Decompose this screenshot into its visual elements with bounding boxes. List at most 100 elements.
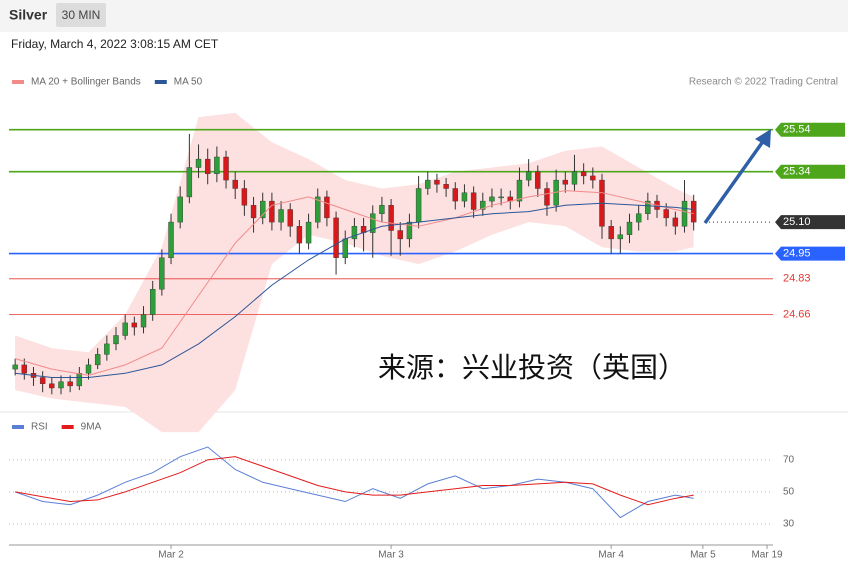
candle-body (205, 158, 211, 175)
x-tick-label: Mar 4 (598, 550, 624, 561)
legend-label: MA 50 (174, 77, 203, 88)
level-label: 25.10 (783, 216, 811, 228)
timeframe[interactable]: 30 MIN (62, 8, 101, 22)
level-label-box (775, 215, 845, 230)
candle-body (470, 192, 477, 210)
candle-body (12, 364, 18, 370)
candle-body (461, 192, 468, 202)
level-label: 24.95 (783, 248, 811, 260)
candle-body (67, 381, 73, 387)
candle-body (434, 179, 440, 185)
x-tick-label: Mar 3 (378, 550, 404, 561)
x-tick-label: Mar 5 (690, 550, 716, 561)
candle-body (39, 377, 46, 385)
candle-body (315, 196, 321, 223)
candle-body (645, 200, 651, 214)
candle-body (131, 322, 138, 328)
ma-line (15, 202, 694, 378)
candle-body (260, 200, 266, 219)
level-label-box (775, 246, 845, 261)
candle-body (617, 234, 624, 240)
level-label-box (775, 164, 845, 179)
candle-body (149, 289, 156, 315)
candle-body (480, 200, 486, 210)
candle-body (415, 188, 422, 223)
candle-body (241, 188, 248, 206)
header-bar (0, 0, 848, 32)
legend-label: 9MA (81, 422, 102, 433)
bollinger-band (15, 112, 694, 433)
candle-body (269, 200, 275, 223)
legend-swatch (154, 80, 167, 84)
candle-body (397, 230, 403, 240)
legend-swatch (61, 425, 74, 429)
candle-body (195, 158, 202, 168)
candle-body (379, 205, 385, 214)
candle-body (608, 226, 614, 240)
candle-body (498, 196, 504, 199)
arrow-shaft (703, 138, 766, 225)
y-tick-label: 50 (783, 487, 795, 498)
candle-body (94, 354, 101, 366)
candle-body (85, 364, 92, 374)
x-tick-label: Mar 19 (751, 550, 783, 561)
candle-body (122, 322, 128, 336)
level-label: 25.54 (783, 124, 811, 136)
candle-body (104, 343, 110, 355)
candle-body (489, 196, 495, 202)
candle-body (590, 175, 596, 181)
arrow-head (755, 129, 771, 148)
level-label-box (775, 122, 845, 137)
candle-body (305, 221, 312, 244)
candle-body (406, 221, 413, 240)
candle-body (672, 217, 679, 227)
candle-body (113, 335, 119, 345)
x-tick-label: Mar 2 (158, 550, 184, 561)
candle-body (525, 171, 532, 181)
candle-body (388, 205, 394, 231)
candle-body (635, 213, 642, 223)
candle-body (232, 179, 238, 189)
candle-body (159, 257, 165, 290)
candle-body (49, 383, 55, 389)
candle-body (544, 188, 550, 206)
candle-body (278, 209, 284, 223)
timeframe-box[interactable] (56, 3, 106, 27)
candle-body (168, 221, 174, 259)
candle-body (580, 171, 587, 177)
candle-body (223, 156, 229, 181)
watermark: 来源：兴业投资（英国） (378, 351, 686, 384)
candle-body (287, 209, 293, 227)
candle-body (177, 196, 183, 223)
rsi-line (14, 446, 694, 519)
candle-body (626, 221, 633, 235)
candle-body (681, 200, 688, 227)
candle-body (324, 196, 330, 219)
candle-body (186, 167, 193, 198)
ma-line (15, 190, 694, 376)
plot-area: MA 20 + Bollinger Bands MA 50 25.54 25.34 25… (9, 77, 845, 561)
y-tick-label: 30 (783, 519, 795, 530)
candle-body (76, 373, 83, 387)
candle-body (21, 364, 28, 374)
chart-title: Silver (9, 7, 48, 23)
credit: Research © 2022 Trading Central (689, 77, 838, 88)
level-label: 24.66 (783, 308, 811, 320)
candle-body (342, 238, 348, 258)
candle-body (140, 314, 147, 328)
candle-body (443, 184, 449, 189)
candle-body (571, 171, 578, 185)
candle-body (351, 226, 358, 240)
legend-label: RSI (31, 422, 48, 433)
subtitle: Friday, March 4, 2022 3:08:15 AM CET (11, 37, 219, 51)
candle-body (535, 171, 541, 189)
y-tick-label: 70 (783, 454, 795, 465)
candle-body (690, 200, 697, 223)
candle-body (58, 381, 64, 389)
legend-swatch (12, 425, 24, 429)
candle-body (516, 179, 523, 202)
candle-body (370, 213, 376, 233)
level-label: 24.83 (783, 273, 811, 285)
candle-body (250, 205, 257, 219)
